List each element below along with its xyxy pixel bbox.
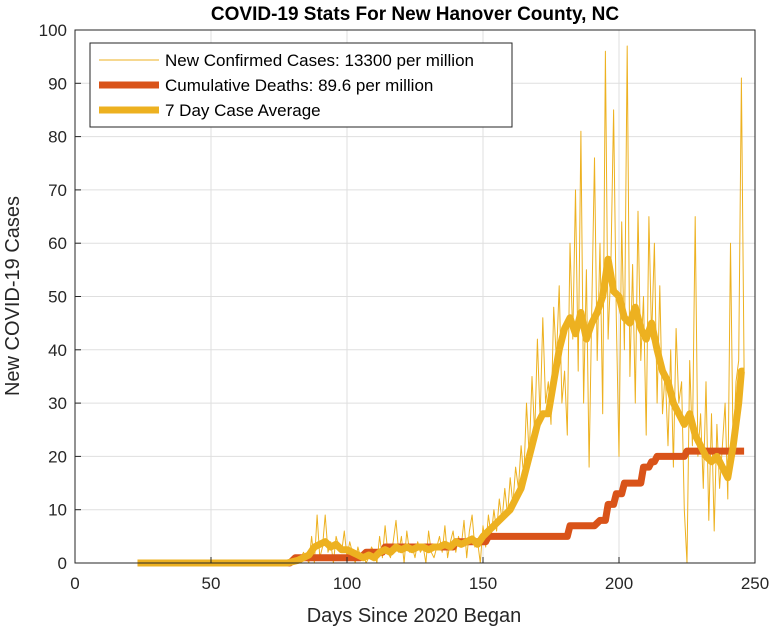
x-tick-label: 50 bbox=[202, 574, 221, 593]
y-tick-label: 70 bbox=[48, 181, 67, 200]
x-tick-label: 150 bbox=[469, 574, 497, 593]
y-tick-label: 40 bbox=[48, 341, 67, 360]
y-axis: 0 10 20 30 40 50 60 70 80 90 100 bbox=[39, 21, 81, 573]
legend-box bbox=[89, 42, 513, 128]
y-tick-label: 0 bbox=[58, 554, 67, 573]
series-layer bbox=[137, 45, 745, 567]
y-tick-label: 20 bbox=[48, 447, 67, 466]
legend-label-2: 7 Day Case Average bbox=[165, 101, 321, 120]
chart-title: COVID-19 Stats For New Hanover County, N… bbox=[211, 4, 619, 25]
y-axis-label: New COVID-19 Cases bbox=[2, 196, 24, 396]
x-tick-label: 100 bbox=[333, 574, 361, 593]
y-tick-label: 50 bbox=[48, 288, 67, 307]
x-tick-label: 0 bbox=[70, 574, 79, 593]
y-tick-label: 90 bbox=[48, 74, 67, 93]
x-axis: 0 50 100 150 200 250 bbox=[70, 557, 769, 593]
series-line-2 bbox=[137, 255, 745, 567]
x-axis-label: Days Since 2020 Began bbox=[307, 605, 522, 627]
x-tick-label: 250 bbox=[741, 574, 769, 593]
legend-label-0: New Confirmed Cases: 13300 per million bbox=[165, 51, 474, 70]
x-tick-label: 200 bbox=[605, 574, 633, 593]
legend: New Confirmed Cases: 13300 per million Cu… bbox=[89, 42, 513, 128]
y-tick-label: 80 bbox=[48, 128, 67, 147]
y-tick-label: 30 bbox=[48, 394, 67, 413]
y-tick-label: 10 bbox=[48, 501, 67, 520]
y-tick-label: 100 bbox=[39, 21, 67, 40]
y-tick-label: 60 bbox=[48, 234, 67, 253]
legend-label-1: Cumulative Deaths: 89.6 per million bbox=[165, 76, 433, 95]
